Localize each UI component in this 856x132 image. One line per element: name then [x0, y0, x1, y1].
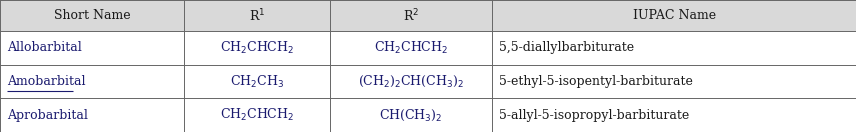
- Text: CH(CH$_3$)$_2$: CH(CH$_3$)$_2$: [379, 108, 443, 123]
- Text: Allobarbital: Allobarbital: [7, 41, 81, 54]
- Text: Amobarbital: Amobarbital: [7, 75, 86, 88]
- Text: 5,5-diallylbarbiturate: 5,5-diallylbarbiturate: [499, 41, 634, 54]
- Bar: [0, 0, 856, 31]
- Text: IUPAC Name: IUPAC Name: [633, 9, 716, 22]
- Text: CH$_2$CHCH$_2$: CH$_2$CHCH$_2$: [220, 107, 294, 123]
- Text: R$^2$: R$^2$: [403, 7, 419, 24]
- Text: Aprobarbital: Aprobarbital: [7, 109, 87, 122]
- Text: CH$_2$CHCH$_2$: CH$_2$CHCH$_2$: [220, 40, 294, 56]
- Text: Short Name: Short Name: [54, 9, 130, 22]
- Text: R$^1$: R$^1$: [248, 7, 265, 24]
- Text: (CH$_2$)$_2$CH(CH$_3$)$_2$: (CH$_2$)$_2$CH(CH$_3$)$_2$: [358, 74, 464, 89]
- Text: 5-allyl-5-isopropyl-barbiturate: 5-allyl-5-isopropyl-barbiturate: [499, 109, 689, 122]
- Text: 5-ethyl-5-isopentyl-barbiturate: 5-ethyl-5-isopentyl-barbiturate: [499, 75, 693, 88]
- Text: CH$_2$CHCH$_2$: CH$_2$CHCH$_2$: [374, 40, 448, 56]
- Text: CH$_2$CH$_3$: CH$_2$CH$_3$: [229, 74, 284, 89]
